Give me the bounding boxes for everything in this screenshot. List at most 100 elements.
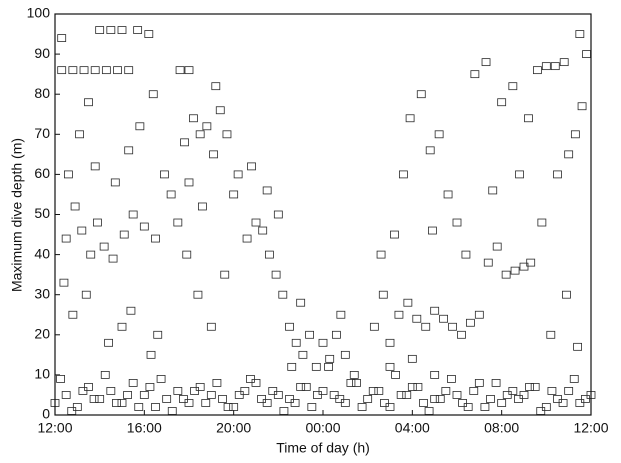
- x-tick-label: 20:00: [216, 420, 251, 436]
- point: [193, 290, 203, 299]
- point: [515, 170, 524, 179]
- point: [558, 399, 568, 407]
- point: [349, 370, 359, 379]
- point: [184, 66, 194, 75]
- point: [480, 403, 490, 411]
- point: [81, 290, 91, 299]
- point: [212, 379, 222, 387]
- point: [448, 322, 457, 331]
- y-tick-label: 90: [34, 45, 50, 61]
- point: [234, 391, 244, 399]
- point: [173, 387, 183, 395]
- point: [376, 250, 386, 259]
- x-tick-label: 08:00: [484, 420, 519, 436]
- point: [56, 375, 65, 383]
- point: [68, 66, 78, 75]
- point: [195, 130, 205, 139]
- point: [497, 98, 507, 107]
- y-axis-label: Maximum dive depth (m): [9, 138, 25, 292]
- point: [106, 387, 116, 395]
- y-tick-label: 0: [42, 406, 50, 422]
- point: [218, 395, 227, 403]
- point: [340, 350, 350, 359]
- point: [439, 314, 449, 323]
- x-tick-label: 12:00: [573, 420, 608, 436]
- point: [290, 399, 300, 407]
- point: [195, 383, 205, 391]
- x-axis-label: Time of day (h): [276, 440, 370, 456]
- point: [396, 391, 406, 399]
- point: [291, 338, 301, 347]
- point: [581, 395, 590, 403]
- point: [441, 387, 451, 395]
- point: [336, 310, 346, 319]
- point: [59, 278, 69, 287]
- point: [434, 130, 444, 139]
- point: [271, 270, 281, 279]
- point: [385, 338, 395, 347]
- point: [305, 330, 315, 339]
- point: [113, 66, 122, 75]
- point: [363, 395, 373, 403]
- point: [201, 399, 211, 407]
- point: [57, 34, 67, 42]
- point: [124, 146, 134, 155]
- point: [465, 318, 475, 327]
- point: [258, 226, 268, 235]
- point: [346, 379, 356, 387]
- point: [139, 222, 149, 231]
- point: [335, 395, 345, 403]
- point: [61, 234, 71, 243]
- point: [474, 310, 484, 319]
- point: [452, 391, 462, 399]
- point: [95, 26, 105, 34]
- point: [182, 250, 192, 259]
- point: [233, 170, 243, 179]
- point: [488, 186, 498, 195]
- point: [519, 391, 529, 399]
- point: [89, 395, 99, 403]
- point: [166, 190, 176, 199]
- point: [146, 350, 156, 359]
- point: [206, 322, 216, 331]
- point: [307, 403, 317, 411]
- point: [223, 403, 233, 411]
- point: [273, 391, 283, 399]
- point: [491, 379, 501, 387]
- point: [525, 383, 534, 391]
- point: [151, 403, 160, 411]
- point: [541, 62, 551, 71]
- point: [547, 387, 557, 395]
- point: [189, 114, 198, 123]
- point: [128, 379, 138, 387]
- point: [483, 258, 493, 267]
- point: [99, 242, 109, 251]
- point: [79, 66, 89, 75]
- point: [524, 114, 533, 123]
- point: [117, 399, 127, 407]
- point: [123, 391, 132, 399]
- point: [104, 338, 113, 347]
- point: [190, 387, 199, 395]
- point: [184, 399, 194, 407]
- point: [93, 218, 102, 227]
- point: [582, 50, 591, 58]
- point: [124, 66, 134, 75]
- point: [180, 138, 189, 147]
- point: [357, 403, 367, 411]
- point: [106, 26, 116, 34]
- point: [368, 387, 378, 395]
- point: [391, 370, 400, 379]
- point: [108, 254, 118, 263]
- y-tick-label: 70: [34, 125, 50, 141]
- point: [457, 330, 466, 339]
- point: [77, 226, 87, 235]
- point: [469, 387, 479, 395]
- point: [398, 170, 408, 179]
- point: [318, 338, 328, 347]
- point: [573, 342, 582, 351]
- point: [296, 383, 306, 391]
- point: [173, 218, 183, 227]
- point: [247, 162, 256, 171]
